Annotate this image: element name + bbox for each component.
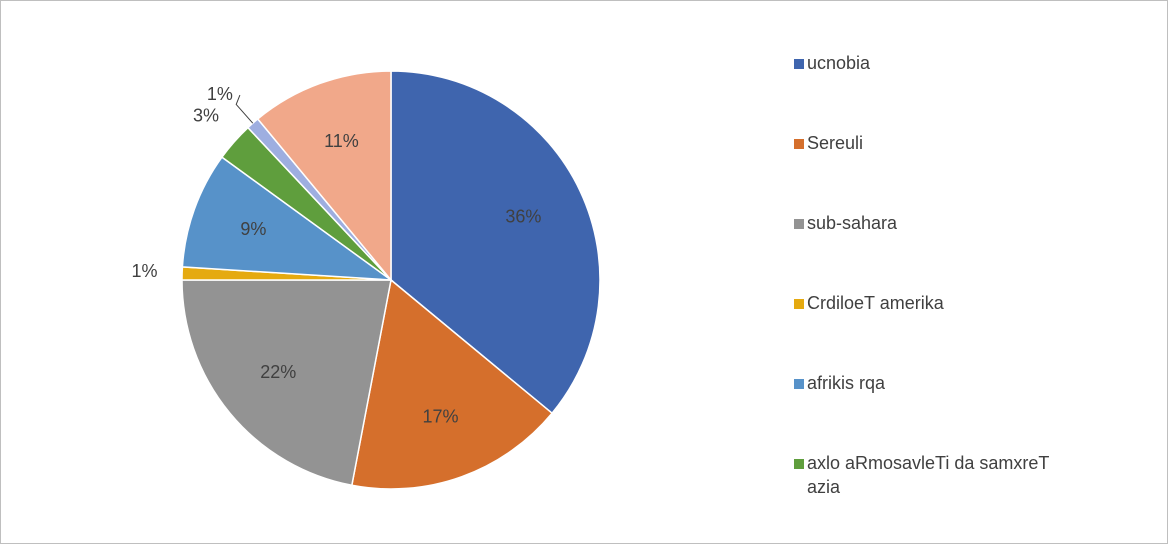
data-label: 1% [207,84,233,104]
legend-swatch [794,139,804,149]
legend-item: afrikis rqa [794,371,1054,451]
data-label: 9% [240,219,266,239]
pie: 36%17%22%1%9%3%1%11% [131,70,601,490]
data-label: 22% [260,362,296,382]
legend-swatch [794,459,804,469]
legend-label: CrdiloeT amerika [807,293,944,313]
legend-swatch [794,379,804,389]
legend-swatch [794,299,804,309]
pie-slice [256,70,392,283]
data-label: 3% [193,106,219,126]
legend-item: Sereuli [794,131,1054,211]
legend-swatch [794,59,804,69]
legend-item: axlo aRmosavleTi da samxreT azia [794,451,1054,531]
legend-label: Sereuli [807,133,864,153]
pie-slice [350,278,554,490]
legend: ucnobia Sereuli sub-sahara CrdiloeT amerika… [794,51,1054,531]
leader-line [235,94,254,124]
legend-item: CrdiloeT amerika [794,291,1054,371]
legend-label: afrikis rqa [807,373,886,393]
pie-slice [390,70,601,415]
legend-label: ucnobia [807,53,871,73]
data-label: 36% [505,206,541,226]
legend-label: axlo aRmosavleTi da samxreT azia [807,453,1050,497]
data-label: 1% [131,261,157,281]
pie-slice [181,279,392,487]
pie-slice [181,156,394,281]
legend-item: sub-sahara [794,211,1054,291]
data-label: 11% [324,131,359,151]
legend-item: ucnobia [794,51,1054,131]
data-label: 17% [423,406,459,426]
legend-swatch [794,219,804,229]
legend-label: sub-sahara [807,213,898,233]
